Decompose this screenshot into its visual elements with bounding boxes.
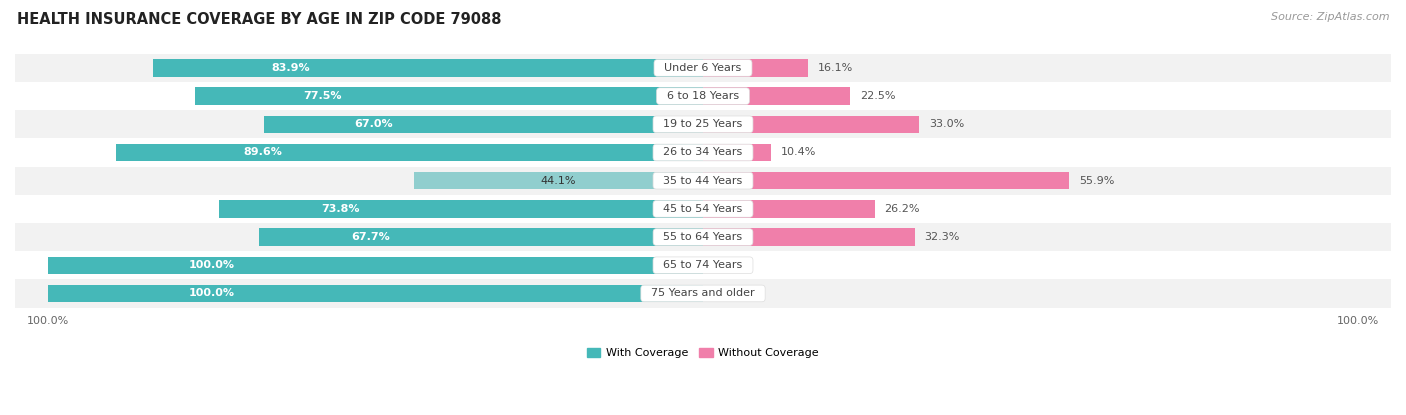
Text: 26.2%: 26.2% (884, 204, 920, 214)
Bar (115, 144, 703, 161)
Text: 19 to 25 Years: 19 to 25 Years (657, 119, 749, 129)
Text: 32.3%: 32.3% (925, 232, 960, 242)
Bar (259, 228, 703, 246)
Bar (15, 110, 1391, 139)
Bar (703, 144, 770, 161)
Bar (219, 200, 703, 217)
Text: 0.0%: 0.0% (723, 288, 751, 298)
Bar (15, 251, 1391, 279)
Bar (15, 223, 1391, 251)
Bar (195, 88, 703, 105)
Text: 55 to 64 Years: 55 to 64 Years (657, 232, 749, 242)
Text: 73.8%: 73.8% (321, 204, 360, 214)
Text: 67.7%: 67.7% (352, 232, 389, 242)
Text: 65 to 74 Years: 65 to 74 Years (657, 260, 749, 270)
Bar (703, 115, 920, 133)
Text: HEALTH INSURANCE COVERAGE BY AGE IN ZIP CODE 79088: HEALTH INSURANCE COVERAGE BY AGE IN ZIP … (17, 12, 502, 27)
Text: Under 6 Years: Under 6 Years (658, 63, 748, 73)
Text: 16.1%: 16.1% (818, 63, 853, 73)
Text: 45 to 54 Years: 45 to 54 Years (657, 204, 749, 214)
Text: 0.0%: 0.0% (723, 260, 751, 270)
Text: 100.0%: 100.0% (188, 288, 235, 298)
Bar (48, 285, 703, 302)
Text: 55.9%: 55.9% (1080, 176, 1115, 186)
Bar (703, 228, 915, 246)
Legend: With Coverage, Without Coverage: With Coverage, Without Coverage (582, 343, 824, 362)
Text: Source: ZipAtlas.com: Source: ZipAtlas.com (1271, 12, 1389, 22)
Text: 100.0%: 100.0% (188, 260, 235, 270)
Text: 83.9%: 83.9% (271, 63, 309, 73)
Bar (703, 88, 851, 105)
Bar (15, 82, 1391, 110)
Text: 77.5%: 77.5% (302, 91, 342, 101)
Text: 35 to 44 Years: 35 to 44 Years (657, 176, 749, 186)
Bar (703, 200, 875, 217)
Bar (264, 115, 703, 133)
Bar (703, 172, 1070, 189)
Bar (703, 59, 808, 77)
Text: 44.1%: 44.1% (541, 176, 576, 186)
Text: 67.0%: 67.0% (354, 119, 394, 129)
Text: 22.5%: 22.5% (860, 91, 896, 101)
Text: 6 to 18 Years: 6 to 18 Years (659, 91, 747, 101)
Text: 10.4%: 10.4% (780, 147, 817, 158)
Bar (15, 166, 1391, 195)
Bar (413, 172, 703, 189)
Bar (153, 59, 703, 77)
Bar (15, 139, 1391, 166)
Text: 89.6%: 89.6% (243, 147, 283, 158)
Bar (15, 195, 1391, 223)
Bar (48, 256, 703, 274)
Bar (15, 54, 1391, 82)
Text: 26 to 34 Years: 26 to 34 Years (657, 147, 749, 158)
Text: 75 Years and older: 75 Years and older (644, 288, 762, 298)
Text: 33.0%: 33.0% (929, 119, 965, 129)
Bar (15, 279, 1391, 308)
